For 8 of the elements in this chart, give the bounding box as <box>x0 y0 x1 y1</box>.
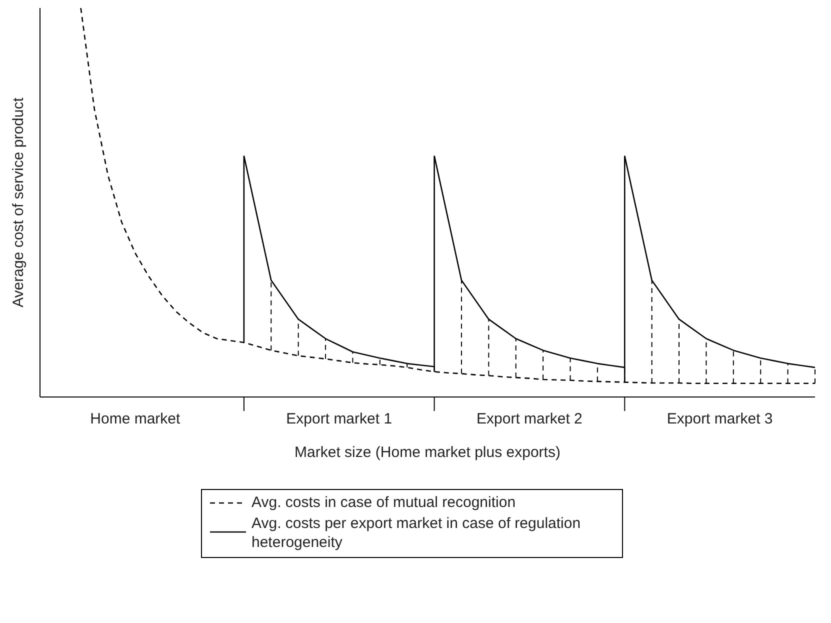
x-tick-label: Home market <box>90 410 182 428</box>
legend-label: Avg. costs in case of mutual recognition <box>252 493 516 512</box>
x-axis-title: Market size (Home market plus exports) <box>294 444 560 461</box>
y-axis-title: Average cost of service product <box>10 96 27 308</box>
x-tick-label: Export market 2 <box>476 410 582 428</box>
x-tick-label: Export market 3 <box>666 410 773 428</box>
legend-label: Avg. costs per export market in case of regulation heterogeneity <box>252 514 582 552</box>
x-tick-label: Export market 1 <box>286 410 392 428</box>
